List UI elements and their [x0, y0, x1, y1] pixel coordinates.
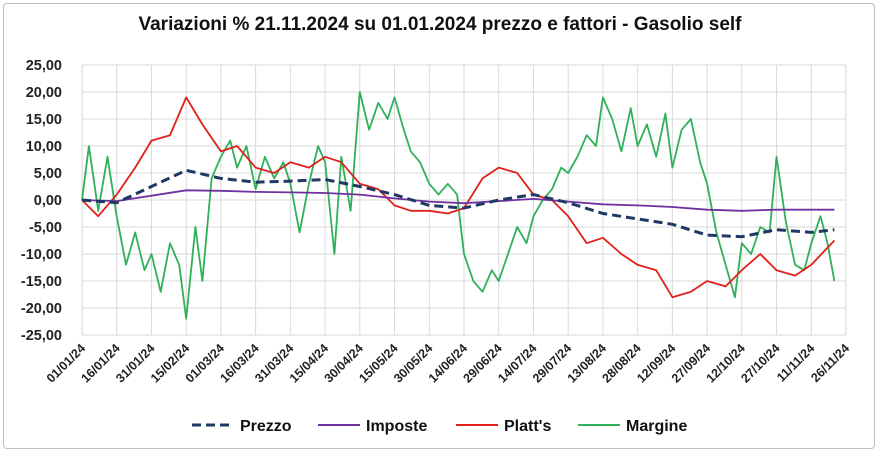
y-axis-ticks: 25,00 20,00 15,00 10,00 5,00 0,00 -5,00 -10,00 -… — [21, 58, 62, 344]
y-tick-label: -15,00 — [21, 274, 62, 290]
y-tick-label: 10,00 — [26, 139, 62, 155]
legend: Prezzo Imposte Platt's Margine — [192, 418, 687, 435]
legend-label: Margine — [626, 418, 687, 435]
y-tick-label: -10,00 — [21, 247, 62, 263]
y-tick-label: 5,00 — [34, 166, 62, 182]
grid-lines — [81, 64, 847, 336]
series-lines — [81, 91, 836, 320]
x-axis-ticks: 01/01/2416/01/2431/01/2415/02/2401/03/24… — [44, 341, 852, 385]
x-tick-label: 27/10/24 — [738, 341, 782, 385]
y-tick-label: 20,00 — [26, 85, 62, 101]
chart-title: Variazioni % 21.11.2024 su 01.01.2024 pr… — [138, 14, 742, 35]
y-tick-label: -5,00 — [29, 220, 62, 236]
series-line-prezzo — [81, 168, 835, 239]
legend-label: Prezzo — [240, 418, 292, 435]
y-tick-label: -25,00 — [21, 328, 62, 344]
chart-frame — [3, 3, 875, 449]
x-tick-label: 26/11/24 — [808, 341, 852, 385]
y-tick-label: -20,00 — [21, 301, 62, 317]
legend-label: Platt's — [504, 418, 551, 435]
series-line-platts — [81, 96, 836, 299]
y-tick-label: 15,00 — [26, 112, 62, 128]
series-line-margine — [81, 91, 836, 320]
y-tick-label: 0,00 — [34, 193, 62, 209]
series-line-imposte — [81, 189, 835, 212]
legend-label: Imposte — [366, 418, 427, 435]
y-tick-label: 25,00 — [26, 58, 62, 74]
